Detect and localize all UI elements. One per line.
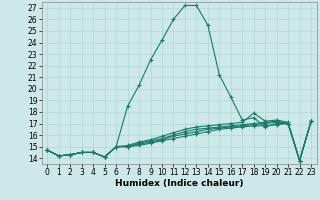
X-axis label: Humidex (Indice chaleur): Humidex (Indice chaleur) (115, 179, 244, 188)
